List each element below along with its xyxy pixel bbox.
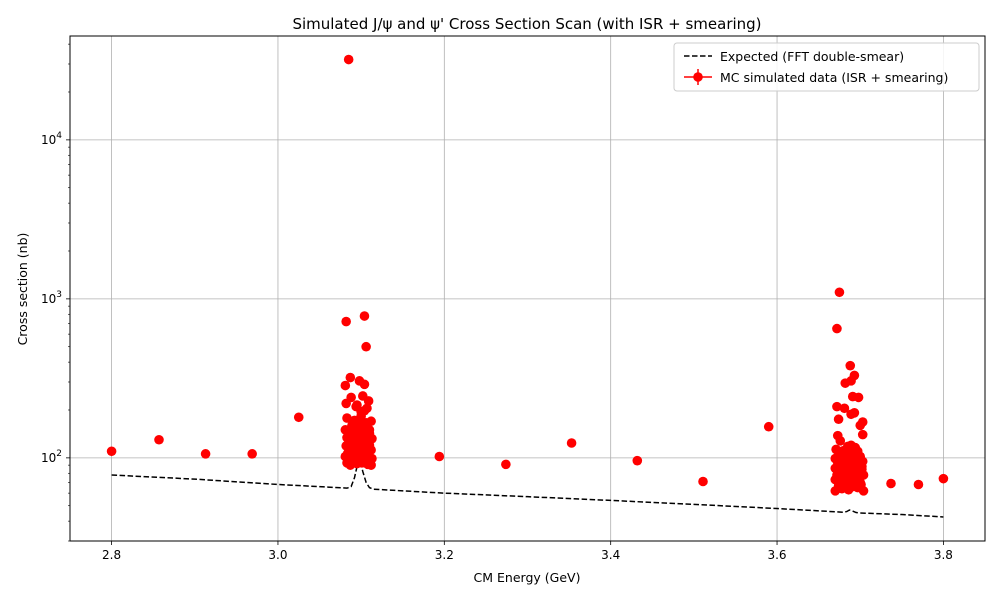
legend: Expected (FFT double-smear) MC simulated…: [673, 42, 980, 92]
data-point: [840, 378, 851, 388]
data-point: [857, 429, 868, 440]
data-point: [835, 436, 846, 446]
data-point: [366, 460, 376, 470]
data-point: [501, 459, 511, 470]
y-tick-label: 103: [41, 290, 62, 306]
data-point: [343, 54, 354, 65]
data-point: [913, 479, 924, 490]
data-point: [853, 392, 864, 403]
data-point: [833, 414, 844, 425]
y-tick-exponent: 4: [56, 131, 62, 141]
y-axis-label: Cross section (nb): [15, 233, 30, 346]
data-point: [886, 478, 896, 489]
data-point: [359, 311, 370, 321]
data-point: [359, 405, 370, 416]
data-point: [343, 433, 354, 443]
x-axis-label: CM Energy (GeV): [474, 570, 581, 585]
data-point: [353, 429, 363, 439]
data-point: [366, 416, 376, 427]
data-point: [363, 396, 374, 406]
data-point: [566, 438, 577, 448]
data-point: [841, 482, 851, 493]
data-point: [154, 434, 164, 445]
x-tick-label: 3.4: [601, 548, 620, 562]
data-point: [348, 441, 359, 452]
x-tick-label: 3.8: [934, 548, 953, 562]
data-series: [106, 54, 949, 496]
data-point: [832, 323, 842, 334]
data-point: [363, 445, 374, 455]
y-tick-exponent: 3: [56, 290, 62, 300]
expected-series: [111, 457, 944, 518]
data-point: [351, 401, 361, 412]
y-tick-base: 10: [41, 451, 56, 465]
data-point: [938, 473, 949, 484]
data-point: [855, 420, 866, 431]
data-point: [364, 425, 375, 435]
legend-expected-label: Expected (FFT double-smear): [720, 49, 904, 64]
data-point: [340, 380, 351, 391]
data-point: [342, 413, 352, 423]
data-point: [858, 486, 869, 496]
data-point: [434, 451, 445, 462]
y-tick-base: 10: [41, 133, 56, 147]
x-tick-label: 3.0: [268, 548, 287, 562]
chart-title: Simulated J/ψ and ψ' Cross Section Scan …: [292, 15, 761, 33]
data-point: [834, 287, 845, 298]
legend-box: [673, 42, 980, 92]
data-point: [763, 421, 774, 432]
y-tick-base: 10: [41, 292, 56, 306]
y-tick-label: 102: [41, 449, 62, 465]
data-point: [358, 437, 369, 448]
data-point: [846, 409, 856, 420]
x-tick-label: 2.8: [102, 548, 121, 562]
data-point: [698, 476, 708, 487]
plot-frame: [69, 35, 986, 542]
data-point: [839, 403, 850, 414]
data-point: [857, 461, 867, 472]
legend-data-marker: [693, 72, 703, 82]
data-point: [343, 452, 353, 462]
data-point: [247, 449, 257, 459]
legend-data-label: MC simulated data (ISR + smearing): [720, 70, 948, 85]
data-point: [200, 449, 211, 459]
data-point: [361, 341, 371, 352]
data-point: [293, 412, 304, 423]
y-tick-exponent: 2: [56, 449, 62, 459]
data-point: [845, 360, 856, 371]
data-point: [632, 455, 643, 466]
data-point: [832, 401, 842, 412]
data-point: [359, 379, 370, 390]
data-point: [853, 450, 864, 460]
data-point: [830, 486, 841, 496]
data-point: [341, 398, 351, 409]
data-point: [106, 446, 117, 457]
expected-line: [111, 457, 944, 518]
data-point: [847, 463, 857, 474]
y-tick-label: 104: [41, 131, 62, 147]
data-point: [341, 316, 351, 327]
data-point: [345, 372, 356, 383]
x-tick-label: 3.2: [435, 548, 454, 562]
data-point: [851, 473, 861, 484]
data-point: [347, 420, 357, 431]
data-point: [834, 455, 845, 466]
data-point: [837, 446, 847, 457]
x-axis-ticks: 2.8 3.0 3.2 3.4 3.6 3.8: [102, 541, 953, 562]
data-point: [350, 455, 361, 466]
data-point: [360, 453, 371, 464]
x-tick-label: 3.6: [767, 548, 786, 562]
data-point: [832, 470, 842, 480]
